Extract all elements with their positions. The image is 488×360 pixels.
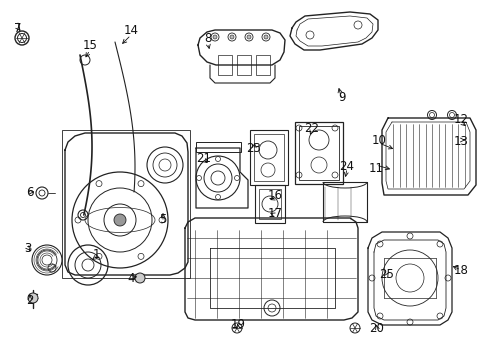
Text: 22: 22 bbox=[304, 122, 319, 135]
Circle shape bbox=[264, 35, 267, 39]
Text: 14: 14 bbox=[123, 23, 138, 36]
Bar bbox=[249, 130, 287, 185]
Text: 19: 19 bbox=[230, 319, 245, 332]
Text: 1: 1 bbox=[92, 248, 100, 261]
Text: 21: 21 bbox=[196, 152, 211, 165]
Text: 3: 3 bbox=[24, 242, 32, 255]
Text: 12: 12 bbox=[452, 113, 468, 126]
Bar bbox=[254, 185, 285, 223]
Bar bbox=[218, 55, 231, 75]
Bar bbox=[253, 134, 284, 181]
Text: 4: 4 bbox=[127, 271, 135, 284]
Text: 2: 2 bbox=[26, 293, 34, 306]
Text: 6: 6 bbox=[26, 185, 34, 198]
Text: 15: 15 bbox=[82, 39, 97, 51]
Text: 23: 23 bbox=[246, 141, 261, 154]
Bar bbox=[62, 130, 190, 278]
Text: 25: 25 bbox=[379, 269, 394, 282]
Circle shape bbox=[246, 35, 250, 39]
Text: 20: 20 bbox=[369, 321, 384, 334]
Circle shape bbox=[114, 214, 126, 226]
Text: 5: 5 bbox=[159, 212, 166, 225]
Circle shape bbox=[135, 273, 145, 283]
Text: 10: 10 bbox=[371, 134, 386, 147]
Bar bbox=[298, 126, 338, 180]
Circle shape bbox=[229, 35, 234, 39]
Bar bbox=[196, 142, 241, 152]
Bar bbox=[237, 55, 250, 75]
Text: 7: 7 bbox=[14, 22, 21, 35]
Bar bbox=[259, 189, 281, 219]
Circle shape bbox=[213, 35, 217, 39]
Text: 13: 13 bbox=[453, 135, 468, 148]
Text: 18: 18 bbox=[453, 264, 468, 276]
Text: 11: 11 bbox=[368, 162, 383, 175]
Bar bbox=[294, 122, 342, 184]
Circle shape bbox=[28, 293, 38, 303]
Text: 9: 9 bbox=[338, 90, 345, 104]
Text: 8: 8 bbox=[204, 32, 211, 45]
Bar bbox=[256, 55, 269, 75]
Text: 17: 17 bbox=[267, 207, 282, 220]
Text: 16: 16 bbox=[267, 189, 282, 202]
Text: 24: 24 bbox=[339, 159, 354, 172]
